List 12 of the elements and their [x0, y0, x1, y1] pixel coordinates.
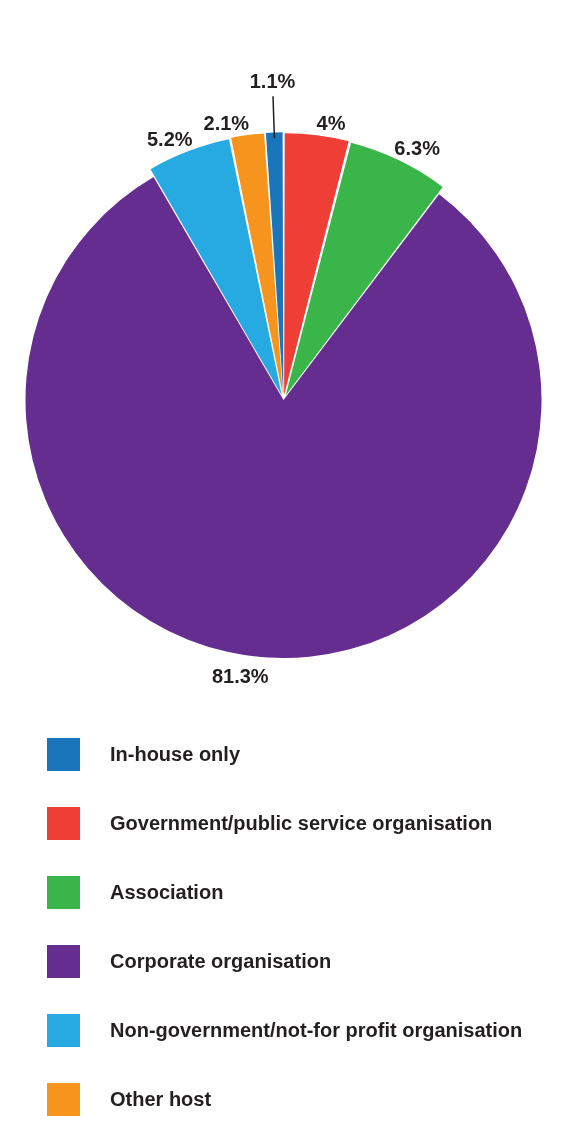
data-label: 4% — [316, 111, 346, 134]
data-label: 81.3% — [211, 665, 269, 688]
legend-label: Non-government/not-for profit organisation — [110, 1019, 523, 1042]
legend-label: In-house only — [110, 743, 240, 766]
data-label: 5.2% — [146, 127, 193, 150]
legend-label: Corporate organisation — [110, 950, 332, 973]
legend-label: Association — [110, 881, 224, 904]
data-label: 2.1% — [203, 112, 250, 135]
data-label: 6.3% — [394, 137, 441, 160]
legend-label: Government/public service organisation — [110, 812, 493, 835]
legend-label: Other host — [110, 1088, 212, 1111]
data-label: 1.1% — [249, 69, 296, 92]
